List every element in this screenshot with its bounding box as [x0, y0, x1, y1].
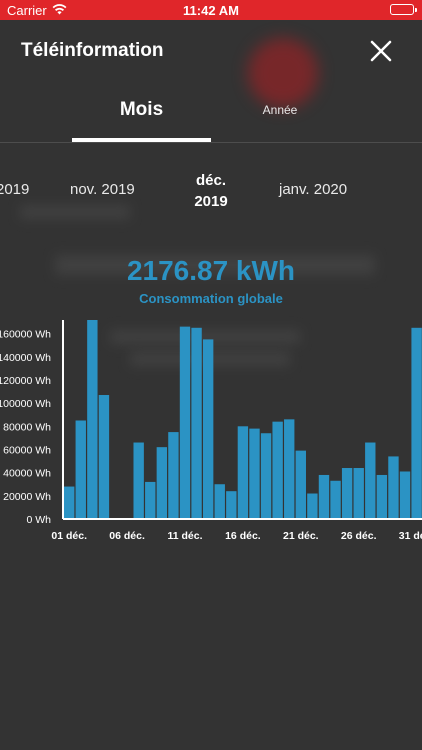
- period-next[interactable]: janv. 2020: [279, 181, 348, 198]
- x-tick-label: 16 déc.: [225, 530, 261, 542]
- bar: [87, 320, 98, 519]
- tab-month[interactable]: Mois: [72, 92, 211, 142]
- carrier-label: Carrier: [7, 3, 47, 18]
- y-tick-label: 40000 Wh: [3, 468, 51, 480]
- x-tick-label: 21 déc.: [283, 530, 319, 542]
- bar: [318, 474, 330, 519]
- period-prev[interactable]: nov. 2019: [70, 181, 135, 198]
- y-tick-label: 100000 Wh: [0, 398, 51, 410]
- bar: [330, 480, 341, 519]
- background-decoration: [55, 255, 375, 275]
- period-prev2[interactable]: 2019: [0, 181, 30, 198]
- bar: [272, 421, 283, 519]
- period-current-month: déc.: [195, 172, 226, 189]
- bar: [179, 326, 191, 519]
- tab-month-label: Mois: [119, 99, 164, 120]
- bar: [156, 447, 168, 519]
- bar: [411, 327, 422, 519]
- bar: [307, 493, 318, 519]
- bar: [64, 486, 75, 519]
- y-tick-label: 20000 Wh: [3, 491, 51, 503]
- status-bar: Carrier 11:42 AM: [0, 0, 422, 20]
- bar: [260, 433, 272, 519]
- clock: 11:42 AM: [183, 3, 239, 18]
- bar: [284, 419, 295, 519]
- bar: [145, 481, 156, 519]
- consumption-chart: 0 Wh 20000 Wh 40000 Wh 60000 Wh 80000 Wh 1000…: [0, 320, 422, 542]
- x-tick-label: 31 déc.: [399, 530, 422, 542]
- period-current[interactable]: déc. 2019: [181, 170, 241, 212]
- y-tick-label: 120000 Wh: [0, 375, 51, 387]
- bar: [388, 456, 399, 519]
- page-title: Téléinformation: [21, 40, 164, 61]
- active-tab-indicator: [72, 138, 211, 142]
- tab-year[interactable]: Année: [215, 92, 345, 142]
- close-icon: [370, 40, 392, 62]
- bar: [75, 420, 86, 519]
- tab-divider: [0, 142, 422, 143]
- bar: [341, 468, 353, 519]
- total-consumption: 2176.87 kWh: [126, 255, 296, 286]
- bar: [237, 426, 249, 519]
- close-button[interactable]: [366, 36, 396, 66]
- y-tick-label: 0 Wh: [26, 514, 51, 526]
- x-tick-label: 01 déc.: [51, 530, 87, 542]
- y-tick-label: 80000 Wh: [3, 421, 51, 433]
- bar: [202, 339, 214, 519]
- bar: [191, 327, 202, 519]
- bar: [214, 484, 225, 519]
- bar: [249, 428, 260, 519]
- tab-year-label: Année: [262, 103, 298, 117]
- background-decoration: [20, 205, 130, 219]
- bar: [376, 474, 388, 519]
- bar: [365, 442, 376, 519]
- y-tick-label: 60000 Wh: [3, 444, 51, 456]
- total-consumption-label: Consommation globale: [139, 291, 283, 306]
- background-decoration: [248, 38, 318, 108]
- bar: [226, 491, 237, 519]
- bar: [133, 442, 144, 519]
- battery-icon: [390, 4, 417, 15]
- bar: [168, 432, 179, 519]
- bar: [98, 395, 110, 519]
- x-tick-label: 11 déc.: [167, 530, 202, 542]
- bar: [399, 471, 411, 519]
- period-current-year: 2019: [194, 193, 228, 210]
- bar: [353, 468, 364, 519]
- x-tick-label: 26 déc.: [341, 530, 377, 542]
- x-tick-label: 06 déc.: [109, 530, 145, 542]
- bar: [295, 450, 306, 519]
- y-tick-label: 160000 Wh: [0, 329, 51, 341]
- background-decoration: [110, 330, 300, 344]
- wifi-icon: [52, 3, 67, 18]
- y-tick-label: 140000 Wh: [0, 352, 51, 364]
